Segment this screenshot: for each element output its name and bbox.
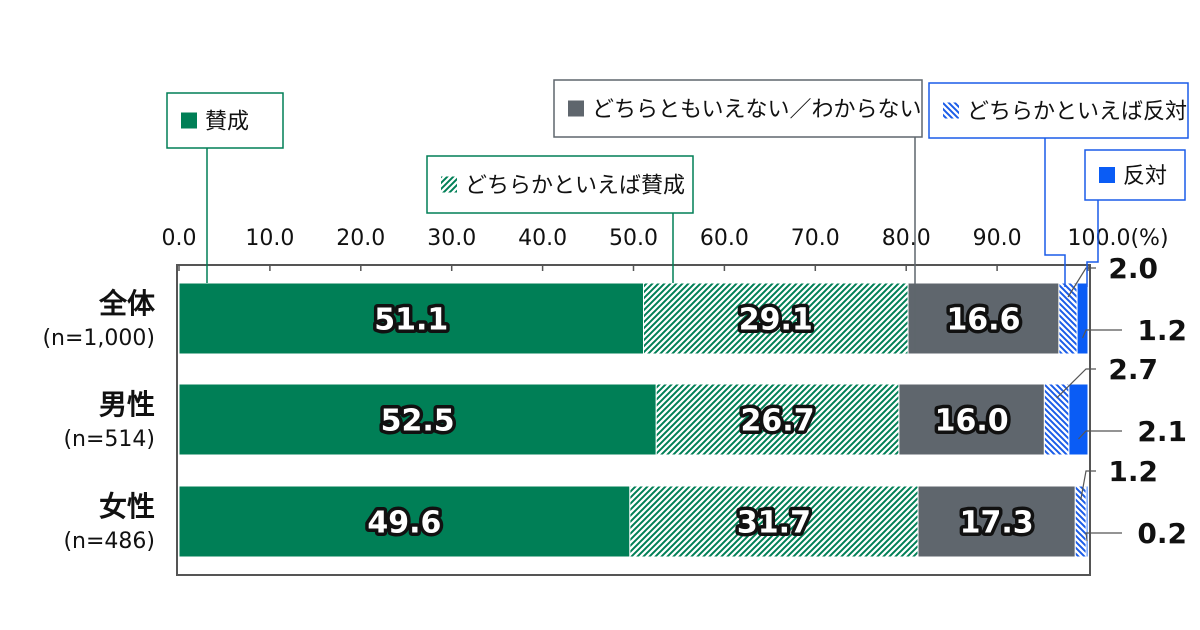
legend-label: どちらかといえば反対 xyxy=(967,100,1187,125)
leader-line xyxy=(1080,470,1096,501)
x-tick-label: 20.0 xyxy=(336,226,385,251)
legend-swatch xyxy=(441,176,457,193)
x-tick-label: 50.0 xyxy=(609,226,658,251)
data-label: 17.3 xyxy=(960,506,1034,541)
legend-label: 反対 xyxy=(1123,164,1167,189)
data-label: 2.1 xyxy=(1137,415,1187,448)
data-label: 31.7 xyxy=(737,506,811,541)
x-tick-label: 100.0(%) xyxy=(1067,226,1168,251)
legend-box xyxy=(928,82,1189,139)
bar-segment xyxy=(1068,383,1089,456)
leader-line xyxy=(1081,329,1122,339)
category-label: 女性 xyxy=(99,490,155,523)
x-tick-label: 0.0 xyxy=(162,226,197,251)
data-label: 51.1 xyxy=(374,303,448,338)
bar-segment xyxy=(178,485,631,558)
category-sample-size: (n=1,000) xyxy=(42,326,155,351)
bar-segment xyxy=(1085,485,1089,558)
bar-segment xyxy=(178,383,657,456)
leader-line xyxy=(1056,368,1096,399)
legend-swatch xyxy=(181,112,197,129)
category-label: 全体 xyxy=(98,287,156,320)
data-label: 16.6 xyxy=(946,303,1020,338)
data-label: 52.5 xyxy=(381,404,455,439)
leader-line xyxy=(1085,532,1122,542)
x-tick-label: 80.0 xyxy=(882,226,931,251)
legend-box xyxy=(426,155,694,214)
category-sample-size: (n=514) xyxy=(63,427,155,452)
x-tick-label: 10.0 xyxy=(245,226,294,251)
legend-connector xyxy=(1086,200,1099,287)
legend-swatch xyxy=(1099,167,1115,183)
data-label: 1.2 xyxy=(1137,314,1187,347)
data-label: 2.0 xyxy=(1108,252,1158,285)
leader-lines: 2.0 1.2 2.7 2.1 1.2 0.2 xyxy=(1056,249,1190,553)
x-axis-ticks: 0.0 10.0 20.0 30.0 40.0 50.0 60.0 70.0 80.0 90.0 1… xyxy=(162,226,1169,271)
bar-segment xyxy=(178,282,644,355)
data-label: 29.1 xyxy=(739,303,813,338)
data-label: 49.6 xyxy=(367,506,441,541)
bar-segment xyxy=(642,282,909,355)
legend-swatch xyxy=(568,100,584,117)
legend-label: どちらともいえない／わからない xyxy=(592,98,922,123)
bar-segment xyxy=(1043,383,1070,456)
legend-label: どちらかといえば賛成 xyxy=(465,174,685,199)
leader-line xyxy=(1067,267,1096,298)
bar-segment xyxy=(655,383,900,456)
data-label: 2.7 xyxy=(1108,353,1158,386)
bar-segment xyxy=(1076,282,1089,355)
x-tick-label: 60.0 xyxy=(700,226,749,251)
leader-line xyxy=(1078,430,1122,440)
legend-label: 賛成 xyxy=(205,110,249,135)
category-label: 男性 xyxy=(99,388,155,421)
bar-segment xyxy=(1058,282,1078,355)
bars: 51.1 29.1 16.6 52.5 26.7 16.0 49.6 31.7 17.3 xyxy=(178,282,1089,558)
data-label: 1.2 xyxy=(1108,455,1158,488)
x-tick-label: 90.0 xyxy=(973,226,1022,251)
category-labels: 全体 (n=1,000) 男性 (n=514) 女性 (n=486) xyxy=(42,287,156,554)
bar-segment xyxy=(898,383,1045,456)
bar-segment xyxy=(629,485,919,558)
data-label: 26.7 xyxy=(741,404,815,439)
legend-connector xyxy=(1044,138,1066,287)
x-tick-label: 70.0 xyxy=(791,226,840,251)
x-tick-label: 40.0 xyxy=(518,226,567,251)
x-tick-label: 30.0 xyxy=(427,226,476,251)
legend-swatch xyxy=(943,102,959,119)
data-label: 0.2 xyxy=(1137,517,1187,550)
legend-box xyxy=(553,79,923,138)
category-sample-size: (n=486) xyxy=(63,529,155,554)
data-label: 16.0 xyxy=(935,404,1009,439)
bar-segment xyxy=(907,282,1060,355)
